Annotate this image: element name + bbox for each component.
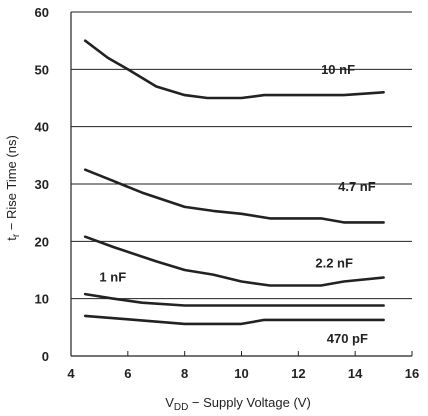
y-tick-labels: 0 10 20 30 40 50 60 [35, 5, 49, 364]
series-label-10-nf: 10 nF [321, 62, 355, 77]
y-tick-label: 20 [35, 234, 49, 249]
y-tick-label: 50 [35, 62, 49, 77]
x-tick-label: 6 [124, 366, 131, 381]
series-line-2.2-nf [83, 235, 385, 287]
y-tick-label: 0 [42, 349, 49, 364]
series-line-10-nf [83, 39, 385, 100]
series-label-470-pf: 470 pF [327, 331, 368, 346]
y-axis-label-sub: r [11, 233, 22, 237]
y-tick-label: 40 [35, 120, 49, 135]
series-group [83, 39, 385, 326]
x-tick-label: 10 [234, 366, 248, 381]
axes [70, 12, 413, 357]
x-tick-labels: 4 6 8 10 12 14 16 [67, 366, 419, 381]
y-axis-label-rest: − Rise Time (ns) [4, 135, 19, 234]
x-tick-label: 14 [348, 366, 363, 381]
series-label-4.7-nf: 4.7 nF [338, 179, 376, 194]
x-axis-label-sub: DD [174, 402, 188, 413]
y-tick-label: 60 [35, 5, 49, 20]
y-axis-label: tr − Rise Time (ns) [4, 135, 22, 241]
series-label-2.2-nf: 2.2 nF [315, 256, 353, 271]
x-tick-label: 16 [405, 366, 419, 381]
annotations: 10 nF 4.7 nF 2.2 nF 1 nF 470 pF [99, 62, 375, 346]
series-line-470-pf [83, 314, 385, 326]
series-line-4.7-nf [83, 168, 385, 224]
y-tick-label: 30 [35, 177, 49, 192]
x-axis-label-rest: − Supply Voltage (V) [188, 395, 311, 410]
x-tick-label: 12 [291, 366, 305, 381]
x-axis-label: VDD − Supply Voltage (V) [165, 395, 311, 413]
series-line-1-nf [83, 292, 385, 307]
x-tick-label: 4 [67, 366, 75, 381]
x-axis-label-main: V [165, 395, 174, 410]
y-tick-label: 10 [35, 292, 49, 307]
x-tick-label: 8 [181, 366, 188, 381]
series-label-1-nf: 1 nF [99, 269, 126, 284]
y-axis-label-main: t [4, 237, 19, 241]
